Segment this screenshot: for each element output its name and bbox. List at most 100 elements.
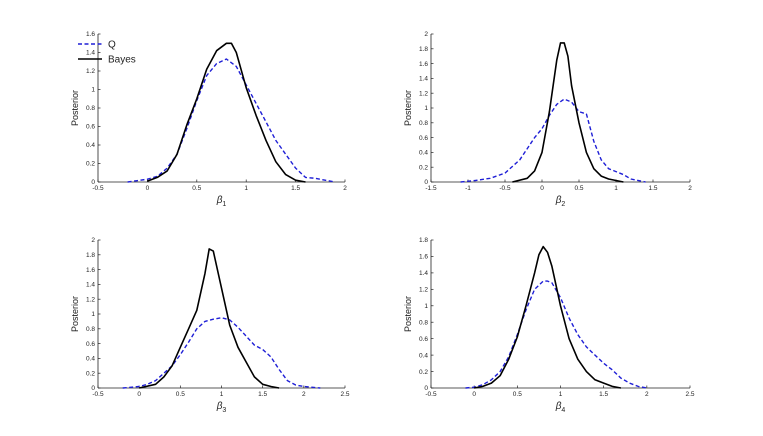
x-axis-label-symbol: β bbox=[216, 195, 223, 206]
y-tick-label: 0.6 bbox=[419, 135, 428, 142]
y-tick-label: 1.4 bbox=[419, 76, 428, 83]
legend-entry: Bayes bbox=[108, 55, 136, 66]
y-tick-label: 0 bbox=[91, 385, 95, 392]
y-tick-label: 0.8 bbox=[419, 319, 428, 326]
y-tick-label: 0.2 bbox=[86, 370, 95, 377]
x-tick-label: 2.5 bbox=[685, 391, 694, 398]
x-tick-label: 0 bbox=[540, 185, 544, 192]
x-axis-label: β1 bbox=[216, 195, 227, 208]
y-tick-label: 1.6 bbox=[86, 267, 95, 274]
y-tick-label: 0.6 bbox=[419, 336, 428, 343]
y-tick-label: 0.2 bbox=[419, 369, 428, 376]
series-line-bayes bbox=[474, 245, 622, 389]
y-tick-label: 2 bbox=[91, 237, 95, 244]
subplot-4: -0.5 0 0.5 1 1.5 2 2.500.20.40.60.811.21.41.61… bbox=[403, 237, 695, 414]
y-tick-label: 1 bbox=[424, 105, 428, 112]
y-tick-label: 1.4 bbox=[419, 270, 428, 277]
y-tick-label: 0.2 bbox=[419, 164, 428, 171]
series-line-bayes bbox=[139, 248, 280, 389]
x-tick-label: -0.5 bbox=[92, 391, 104, 398]
x-axis-label-subscript: 1 bbox=[222, 201, 226, 208]
x-tick-label: 0.5 bbox=[176, 391, 185, 398]
y-tick-label: 0 bbox=[424, 385, 428, 392]
y-tick-label: 1.2 bbox=[419, 287, 428, 294]
x-tick-label: 2 bbox=[302, 391, 306, 398]
y-axis-label: Posterior bbox=[403, 90, 413, 126]
subplot-3: -0.5 0 0.5 1 1.5 2 2.500.20.40.60.811.21.41.61… bbox=[70, 237, 350, 414]
x-tick-label: 0.5 bbox=[513, 391, 522, 398]
series-line-q bbox=[127, 58, 336, 183]
x-axis-label-symbol: β bbox=[216, 401, 223, 412]
y-tick-label: 0.8 bbox=[86, 105, 95, 112]
series-line-bayes bbox=[512, 42, 624, 183]
y-axis-label: Posterior bbox=[403, 296, 413, 332]
y-tick-label: 1.6 bbox=[419, 61, 428, 68]
x-tick-label: 0 bbox=[146, 185, 150, 192]
x-axis-label: β3 bbox=[216, 401, 227, 414]
y-tick-label: 1.2 bbox=[86, 68, 95, 75]
legend-entry: Q bbox=[108, 40, 116, 51]
x-tick-label: -0.5 bbox=[92, 185, 104, 192]
y-tick-label: 1.6 bbox=[86, 31, 95, 38]
y-tick-label: 0 bbox=[424, 179, 428, 186]
series-line-q bbox=[465, 280, 647, 389]
y-tick-label: 1.4 bbox=[86, 282, 95, 289]
y-tick-label: 1.2 bbox=[86, 296, 95, 303]
x-tick-label: 0.5 bbox=[192, 185, 201, 192]
y-axis-label: Posterior bbox=[70, 296, 80, 332]
y-tick-label: 0.8 bbox=[419, 120, 428, 127]
y-tick-label: 1 bbox=[91, 87, 95, 94]
x-tick-label: 2 bbox=[343, 185, 347, 192]
y-tick-label: 1.2 bbox=[419, 90, 428, 97]
x-tick-label: 0 bbox=[472, 391, 476, 398]
x-axis-label: β2 bbox=[555, 195, 566, 208]
y-tick-label: 1.4 bbox=[86, 50, 95, 57]
series-line-bayes bbox=[147, 42, 306, 183]
x-tick-label: -1 bbox=[465, 185, 471, 192]
y-tick-label: 1.6 bbox=[419, 254, 428, 261]
y-tick-label: 0.6 bbox=[86, 341, 95, 348]
y-tick-label: 0.8 bbox=[86, 326, 95, 333]
y-tick-label: 0.6 bbox=[86, 124, 95, 131]
x-tick-label: 1.5 bbox=[599, 391, 608, 398]
x-axis-label-symbol: β bbox=[555, 401, 562, 412]
x-axis-label: β4 bbox=[555, 401, 566, 414]
y-tick-label: 1 bbox=[91, 311, 95, 318]
x-axis-label-subscript: 3 bbox=[222, 407, 226, 414]
subplot-1: -0.5 0 0.5 1 1.5 200.20.40.60.811.21.41.6Post… bbox=[70, 31, 347, 208]
x-tick-label: -0.5 bbox=[425, 391, 437, 398]
x-tick-label: 1.5 bbox=[258, 391, 267, 398]
y-axis-label: Posterior bbox=[70, 90, 80, 126]
x-tick-label: 1.5 bbox=[648, 185, 657, 192]
y-tick-label: 0.4 bbox=[419, 150, 428, 157]
y-tick-label: 0.2 bbox=[86, 161, 95, 168]
y-tick-label: 1 bbox=[424, 303, 428, 310]
x-axis-label-subscript: 2 bbox=[561, 201, 565, 208]
x-tick-label: 2 bbox=[645, 391, 649, 398]
x-tick-label: -0.5 bbox=[499, 185, 511, 192]
x-axis-label-symbol: β bbox=[555, 195, 562, 206]
x-tick-label: 0 bbox=[137, 391, 141, 398]
x-tick-label: 1 bbox=[244, 185, 248, 192]
x-axis-label-subscript: 4 bbox=[561, 407, 565, 414]
y-tick-label: 0 bbox=[91, 179, 95, 186]
y-tick-label: 1.8 bbox=[419, 237, 428, 244]
x-tick-label: 1 bbox=[559, 391, 563, 398]
y-tick-label: 2 bbox=[424, 31, 428, 38]
y-tick-label: 0.4 bbox=[86, 142, 95, 149]
y-tick-label: 1.8 bbox=[86, 252, 95, 259]
x-tick-label: 2 bbox=[688, 185, 692, 192]
x-tick-label: 1.5 bbox=[291, 185, 300, 192]
y-tick-label: 0.4 bbox=[86, 356, 95, 363]
x-tick-label: 1 bbox=[614, 185, 618, 192]
x-tick-label: 2.5 bbox=[340, 391, 349, 398]
y-tick-label: 0.4 bbox=[419, 352, 428, 359]
subplot-2: -1.5 -1 -0.5 0 0.5 1 1.5 2 0 0.2 0.4 0.6 0.8 1 1.2 1.4 1… bbox=[403, 31, 692, 208]
x-tick-label: 0.5 bbox=[574, 185, 583, 192]
y-tick-label: 1.8 bbox=[419, 46, 428, 53]
x-tick-label: 1 bbox=[220, 391, 224, 398]
series-line-q bbox=[122, 317, 321, 389]
legend: Q Bayes bbox=[78, 40, 136, 66]
series-line-q bbox=[460, 98, 646, 183]
